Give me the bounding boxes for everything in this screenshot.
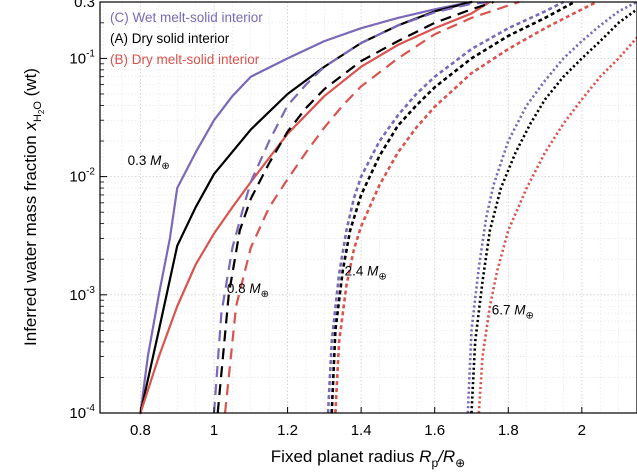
y-axis-label-symbol: x bbox=[21, 122, 40, 132]
y-tick-label-exponent: -4 bbox=[86, 403, 95, 414]
axis-ticks: 0.8 1 1.2 1.4 1.6 1.8 210-410-310-210-10.3 bbox=[69, 0, 586, 439]
mass-label-symbol: M bbox=[367, 264, 379, 279]
mass-label: 6.7 M⊕ bbox=[492, 303, 534, 322]
curve-dry-solid-2.4 bbox=[330, 0, 576, 414]
x-tick-label: 1 bbox=[210, 422, 218, 439]
data-curves bbox=[139, 0, 637, 415]
y-tick-label: 10-3 bbox=[69, 285, 95, 304]
y-tick-label-base: 10 bbox=[69, 405, 86, 422]
y-tick-label: 10-1 bbox=[69, 48, 95, 67]
curve-wet-0.8 bbox=[212, 0, 490, 414]
curve-dry-melt-solid-6.7 bbox=[477, 36, 637, 414]
y-tick-label-base: 10 bbox=[69, 169, 86, 186]
legend-entry: (A) Dry solid interior bbox=[110, 31, 230, 46]
y-tick-label-exponent: -2 bbox=[86, 167, 95, 178]
mass-label-number: 0.8 bbox=[227, 281, 250, 296]
x-axis-label-symbol: R bbox=[419, 447, 431, 466]
curve-dry-melt-solid-0.3 bbox=[139, 0, 491, 415]
mass-label-subscript: ⊕ bbox=[261, 289, 269, 300]
mass-label-number: 0.3 bbox=[128, 153, 151, 168]
mass-label-subscript: ⊕ bbox=[378, 272, 386, 283]
curve-wet-0.3 bbox=[139, 0, 473, 415]
plot-frame bbox=[99, 1, 637, 414]
y-tick-label-base: 10 bbox=[69, 50, 86, 67]
legend-entry: (C) Wet melt-solid interior bbox=[110, 10, 263, 25]
curve-dry-solid-0.8 bbox=[216, 0, 494, 414]
x-tick-label: 1.4 bbox=[351, 422, 372, 439]
x-tick-label: 1.2 bbox=[277, 422, 298, 439]
mass-label-number: 6.7 bbox=[492, 303, 515, 318]
x-axis-label-ratio: /R bbox=[437, 447, 455, 466]
y-tick-label-exponent: -3 bbox=[86, 285, 95, 296]
x-tick-label: 0.8 bbox=[130, 422, 151, 439]
mass-label: 2.4 M⊕ bbox=[345, 264, 387, 283]
mass-label-subscript: ⊕ bbox=[161, 161, 169, 172]
mass-annotations: 0.3 M⊕0.8 M⊕2.4 M⊕6.7 M⊕ bbox=[128, 153, 534, 321]
x-axis-label-subscript: p bbox=[431, 456, 438, 470]
y-axis-label-prefix: Inferred water mass fraction bbox=[21, 131, 40, 346]
curve-dry-melt-solid-2.4 bbox=[334, 0, 598, 414]
mass-label: 0.8 M⊕ bbox=[227, 281, 269, 300]
x-tick-label: 2 bbox=[578, 422, 586, 439]
y-tick-label-exponent: -1 bbox=[86, 48, 95, 59]
mass-label-number: 2.4 bbox=[345, 264, 368, 279]
y-axis-label-subscript-2: 2 bbox=[37, 109, 46, 114]
y-axis-label-units: (wt) bbox=[21, 68, 40, 101]
y-axis-label: Inferred water mass fraction xH2O (wt) bbox=[21, 68, 46, 346]
legend-entry: (B) Dry melt-solid interior bbox=[110, 52, 260, 67]
curve-dry-solid-0.3 bbox=[139, 0, 473, 415]
y-tick-label: 10-2 bbox=[69, 167, 95, 186]
y-axis-label-subscript-o: O bbox=[32, 101, 44, 110]
mass-label: 0.3 M⊕ bbox=[128, 153, 170, 172]
x-tick-label: 1.6 bbox=[424, 422, 445, 439]
curve-dry-solid-6.7 bbox=[470, 8, 637, 414]
x-axis-label-earth-subscript: ⊕ bbox=[455, 456, 465, 470]
y-tick-label: 0.3 bbox=[74, 0, 95, 11]
curve-wet-2.4 bbox=[326, 0, 565, 414]
legend: (C) Wet melt-solid interior (A) Dry solid… bbox=[110, 10, 263, 67]
curve-wet-6.7 bbox=[466, 0, 637, 414]
curve-dry-melt-solid-0.8 bbox=[223, 0, 520, 414]
mass-label-subscript: ⊕ bbox=[525, 311, 533, 322]
y-axis-label-subscript-h: H bbox=[32, 114, 44, 122]
mass-label-symbol: M bbox=[150, 153, 162, 168]
mass-label-symbol: M bbox=[249, 281, 261, 296]
x-axis-label-prefix: Fixed planet radius bbox=[271, 447, 419, 466]
y-tick-label: 10-4 bbox=[69, 403, 95, 422]
mass-label-symbol: M bbox=[514, 303, 526, 318]
x-axis-label: Fixed planet radius Rp/R⊕ bbox=[271, 447, 465, 470]
x-tick-label: 1.8 bbox=[498, 422, 519, 439]
y-tick-label-base: 10 bbox=[69, 287, 86, 304]
